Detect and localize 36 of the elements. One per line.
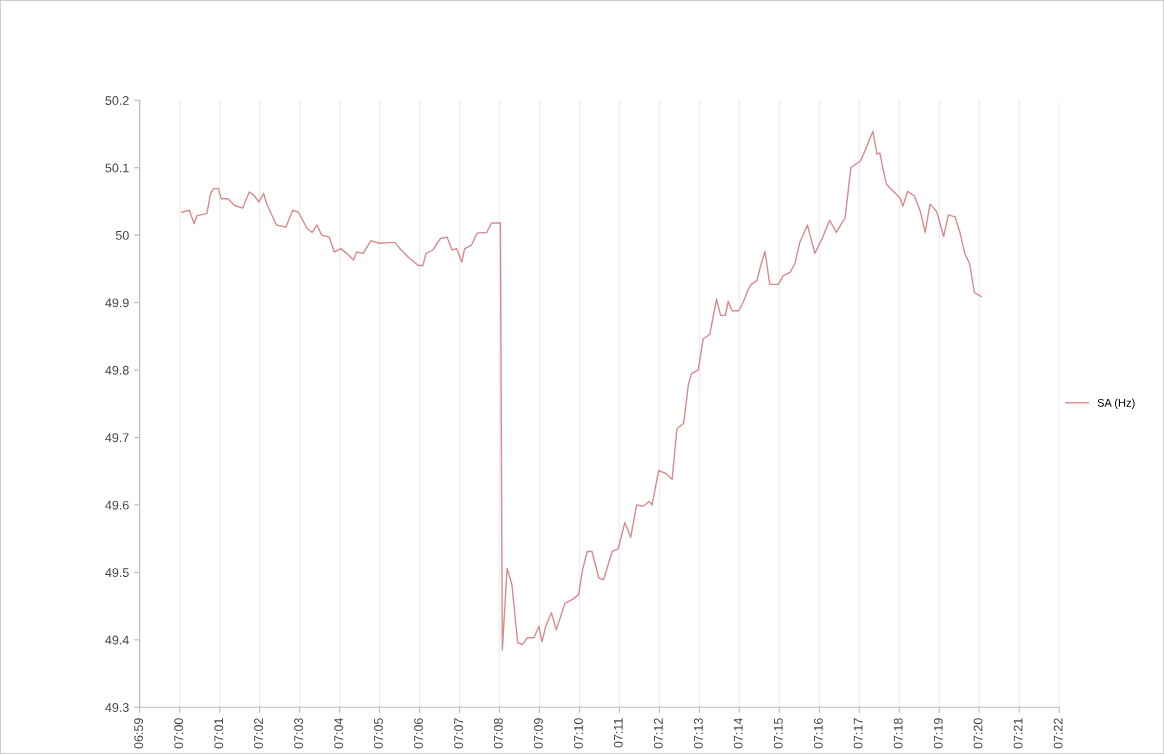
x-tick-label: 07:16 (813, 718, 823, 749)
x-tick-label: 07:09 (534, 718, 543, 749)
x-tick-label: 07:00 (174, 718, 184, 749)
x-tick-label: 07:04 (334, 718, 344, 749)
x-tick-label: 07:01 (214, 718, 224, 749)
x-tick-label: 07:07 (454, 718, 463, 749)
x-tick-label: 07:10 (574, 718, 583, 749)
x-tick-label: 07:06 (414, 718, 423, 749)
x-tick-label: 07:14 (733, 718, 743, 749)
x-tick-label: 07:05 (374, 718, 383, 749)
y-tick-label: 50.2 (105, 96, 129, 105)
y-tick-label: 50.1 (105, 163, 129, 173)
y-tick-label: 49.3 (105, 703, 129, 712)
y-tick-label: 50 (115, 230, 129, 240)
line-series (180, 130, 982, 651)
x-tick-label: 07:17 (853, 718, 863, 749)
x-tick-label: 07:03 (294, 718, 304, 749)
x-tick-label: 07:22 (1053, 718, 1063, 749)
x-tick-label: 07:12 (653, 718, 663, 749)
x-tick-label: 06:59 (134, 718, 144, 749)
x-tick-label: 07:11 (613, 718, 623, 748)
y-tick-label: 49.6 (105, 500, 129, 510)
x-tick-label: 07:21 (1013, 718, 1023, 749)
x-tick-label: 07:08 (493, 718, 503, 749)
x-tick-label: 07:20 (973, 718, 983, 749)
x-tick-label: 07:19 (933, 718, 943, 749)
legend-label: SA (Hz) (1097, 398, 1135, 409)
y-tick-label: 49.4 (105, 635, 129, 645)
y-tick-label: 49.5 (105, 568, 129, 578)
x-tick-label: 07:13 (693, 718, 703, 749)
x-tick-label: 07:18 (893, 718, 903, 749)
y-tick-label: 49.8 (105, 365, 129, 375)
y-tick-label: 49.9 (105, 298, 129, 308)
x-tick-label: 07:02 (254, 718, 263, 749)
x-tick-label: 07:15 (773, 718, 783, 749)
y-tick-label: 49.7 (105, 433, 129, 443)
